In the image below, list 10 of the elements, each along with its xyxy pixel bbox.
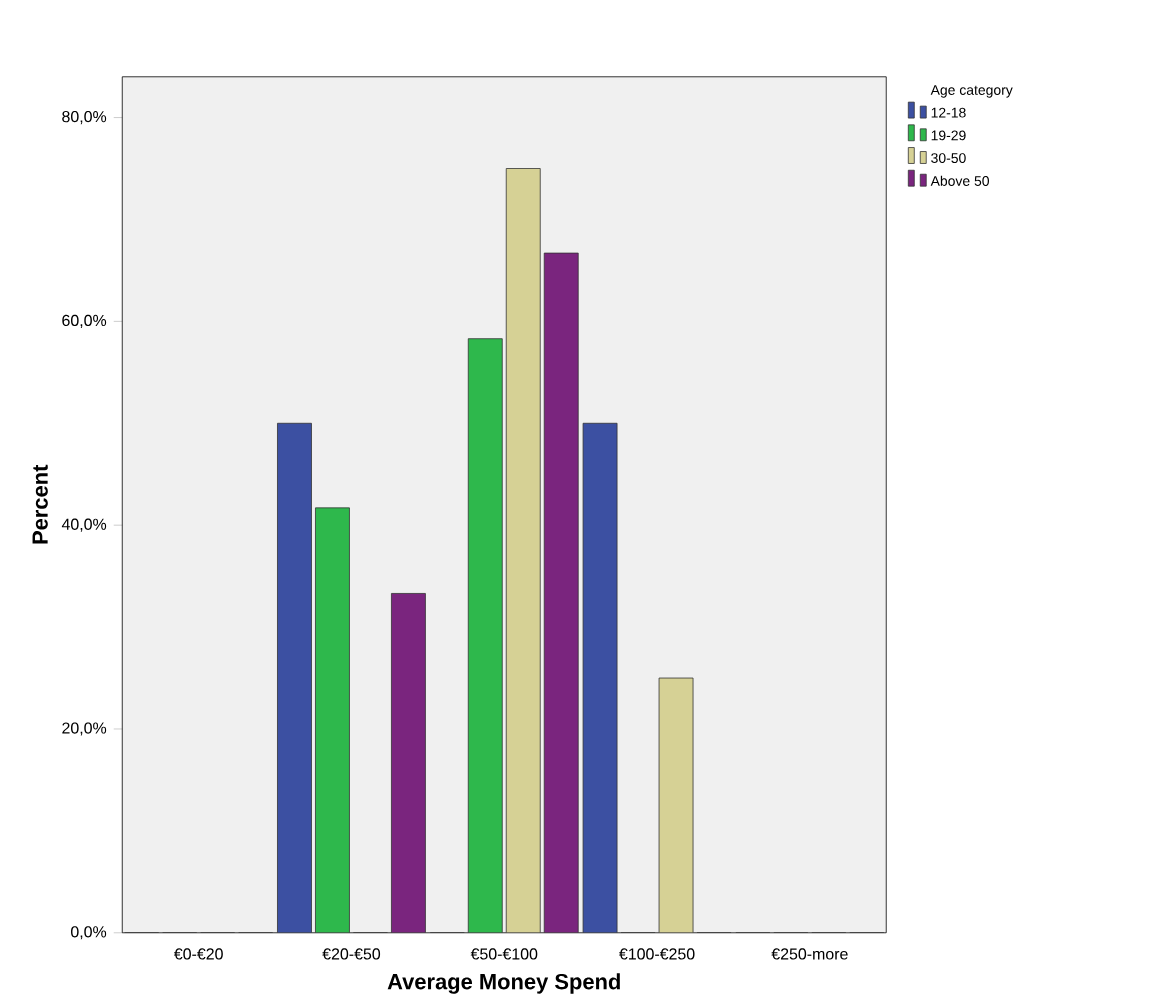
bar bbox=[506, 168, 541, 933]
bar bbox=[468, 338, 503, 933]
bar bbox=[277, 423, 312, 933]
y-axis-title: Percent bbox=[32, 464, 48, 544]
bar bbox=[315, 507, 350, 933]
bar bbox=[659, 678, 694, 933]
bar bbox=[544, 253, 579, 933]
bar bbox=[391, 593, 426, 933]
bar bbox=[583, 423, 618, 933]
x-axis-title: Average Money Spend bbox=[387, 973, 620, 994]
